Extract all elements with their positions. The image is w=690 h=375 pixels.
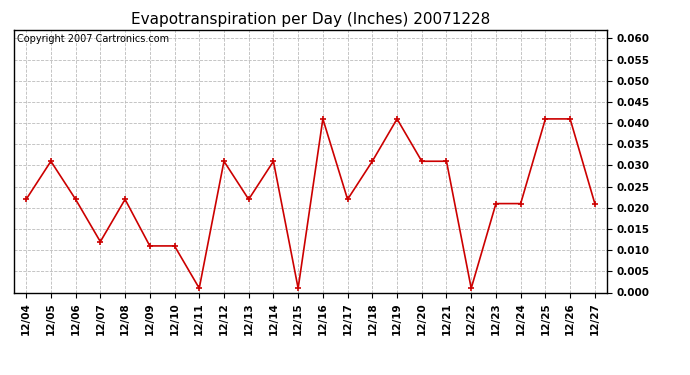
Text: Copyright 2007 Cartronics.com: Copyright 2007 Cartronics.com <box>17 34 169 44</box>
Title: Evapotranspiration per Day (Inches) 20071228: Evapotranspiration per Day (Inches) 2007… <box>131 12 490 27</box>
